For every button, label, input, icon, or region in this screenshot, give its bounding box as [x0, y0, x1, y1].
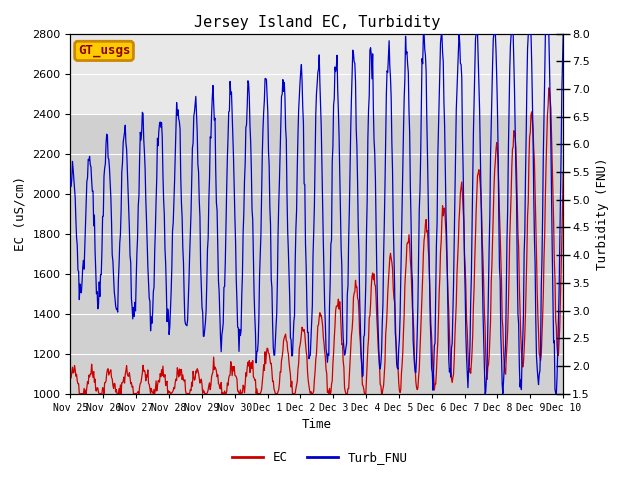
- Text: GT_usgs: GT_usgs: [78, 44, 131, 58]
- Title: Jersey Island EC, Turbidity: Jersey Island EC, Turbidity: [194, 15, 440, 30]
- Y-axis label: Turbidity (FNU): Turbidity (FNU): [596, 157, 609, 270]
- X-axis label: Time: Time: [302, 418, 332, 431]
- Y-axis label: EC (uS/cm): EC (uS/cm): [14, 176, 27, 251]
- Bar: [70, 34, 563, 114]
- Legend: EC, Turb_FNU: EC, Turb_FNU: [227, 446, 413, 469]
